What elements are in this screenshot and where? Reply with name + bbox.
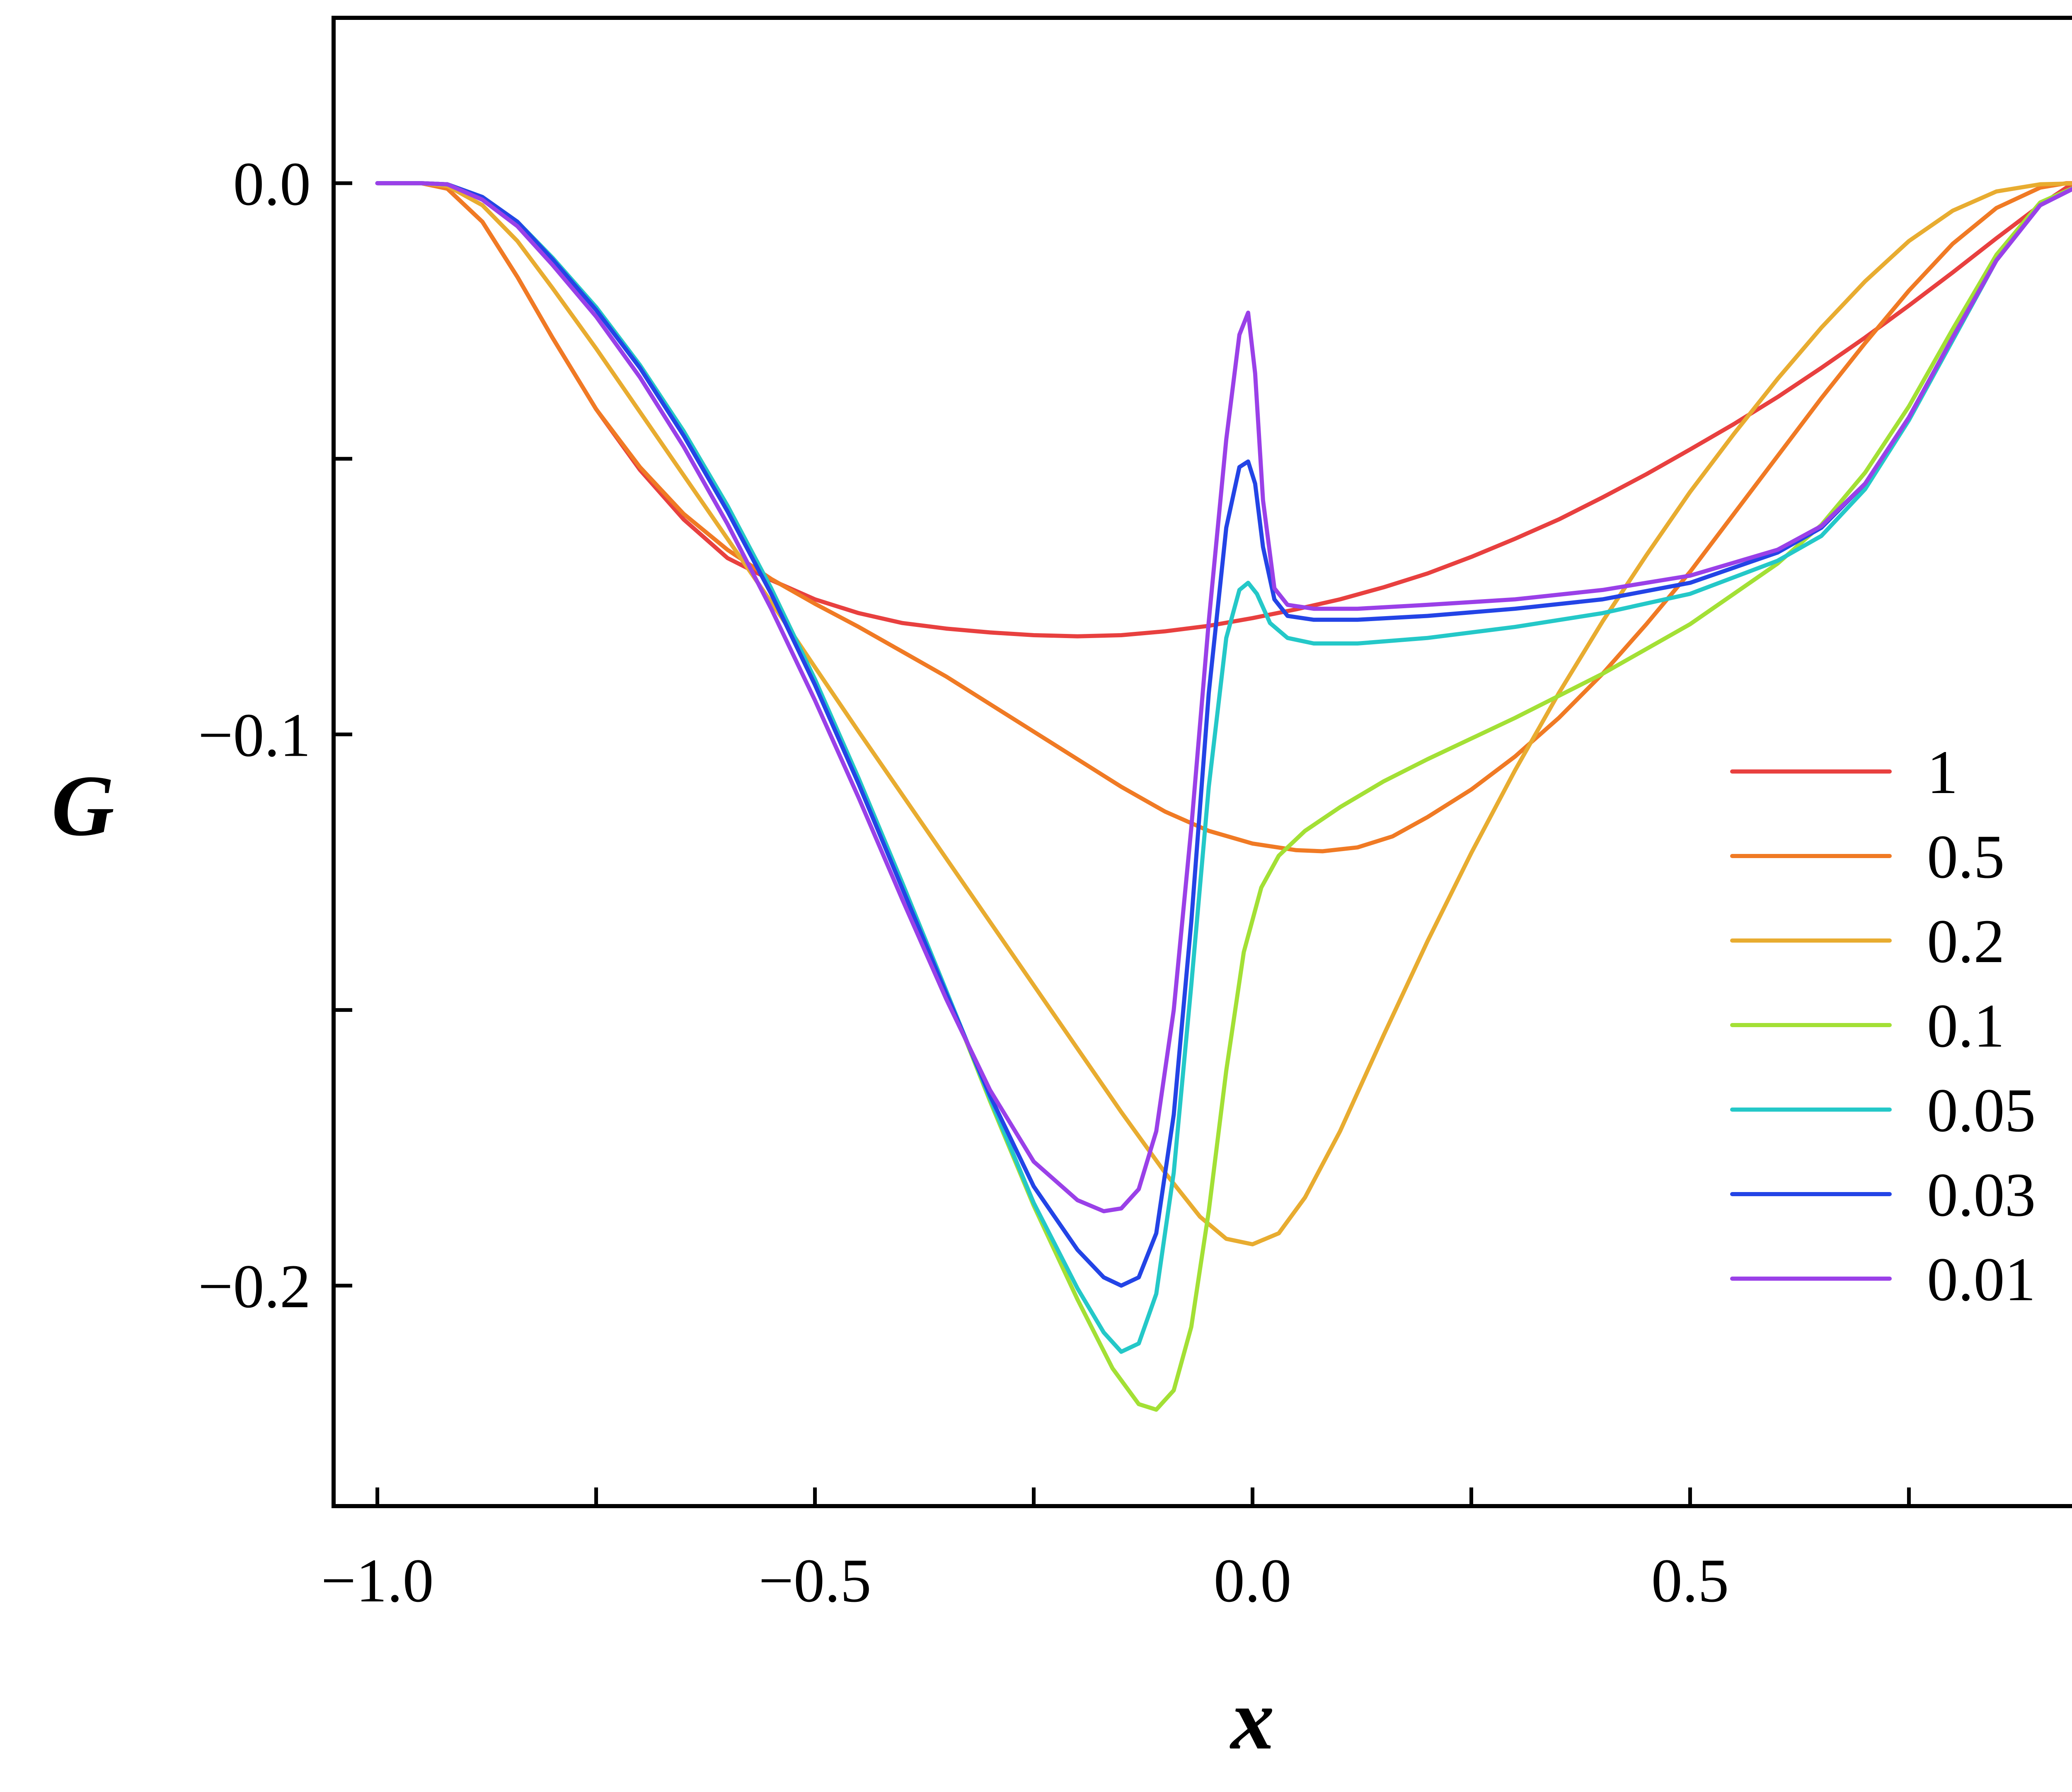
series-layer [375, 181, 2072, 1412]
y-tick-label: −0.2 [198, 1252, 311, 1321]
series-line-0 [375, 181, 2072, 638]
x-ticks: −1.0−0.50.00.51.0 [321, 1487, 1911, 1615]
series-line-1 [375, 181, 2072, 854]
x-axis-title: x [1230, 1671, 1274, 1768]
legend-label-4: 0.05 [1927, 1076, 2036, 1145]
legend-label-0: 1 [1927, 738, 1958, 807]
legend-label-6: 0.01 [1927, 1245, 2036, 1314]
x-tick-label: 0.0 [1214, 1546, 1292, 1615]
series-line-5 [375, 181, 2072, 1288]
x-tick-label: −1.0 [321, 1546, 434, 1615]
legend: 1 0.5 0.2 0.1 0.05 0.03 0.01 [1730, 738, 2036, 1314]
y-ticks: 0.0 −0.1 −0.2 [198, 150, 352, 1321]
series-line-6 [375, 181, 2072, 1214]
legend-label-5: 0.03 [1927, 1161, 2036, 1229]
x-tick-label: −0.5 [758, 1546, 871, 1615]
y-tick-label: 0.0 [233, 150, 311, 218]
series-line-2 [375, 181, 2072, 1247]
legend-label-1: 0.5 [1927, 822, 2005, 891]
x-tick-label: 0.5 [1651, 1546, 1729, 1615]
y-tick-label: −0.1 [198, 701, 311, 769]
y-axis-title: G [51, 758, 114, 854]
legend-label-2: 0.2 [1927, 907, 2005, 976]
legend-label-3: 0.1 [1927, 992, 2005, 1060]
